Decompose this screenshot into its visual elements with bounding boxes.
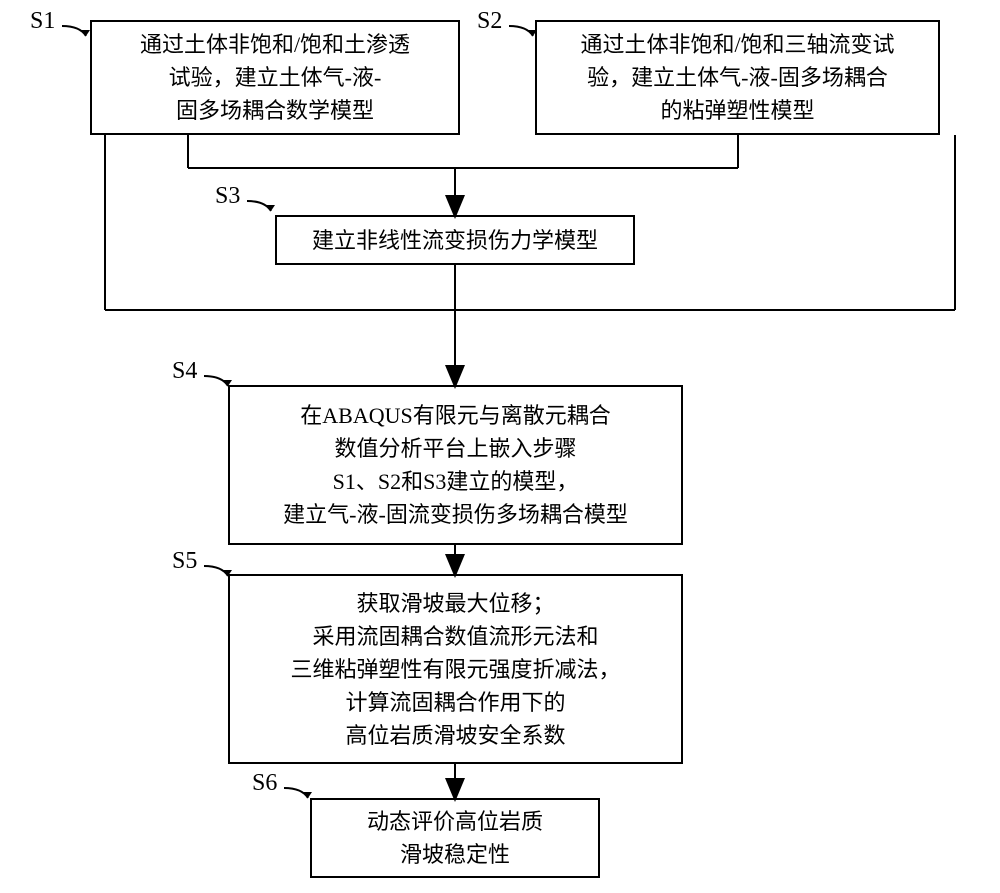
label-s3-text: S3 (215, 183, 240, 210)
node-s4-text: 在ABAQUS有限元与离散元耦合 数值分析平台上嵌入步骤 S1、S2和S3建立的… (283, 399, 628, 531)
node-s6-text: 动态评价高位岩质 滑坡稳定性 (367, 805, 543, 871)
flow-node-s5: 获取滑坡最大位移； 采用流固耦合数值流形元法和 三维粘弹塑性有限元强度折减法， … (228, 574, 683, 764)
flow-node-s1: 通过土体非饱和/饱和土渗透 试验，建立土体气-液- 固多场耦合数学模型 (90, 20, 460, 135)
node-s2-text: 通过土体非饱和/饱和三轴流变试 验，建立土体气-液-固多场耦合 的粘弹塑性模型 (580, 28, 894, 127)
flow-node-s6: 动态评价高位岩质 滑坡稳定性 (310, 798, 600, 878)
label-s6-text: S6 (252, 770, 277, 797)
label-s4-text: S4 (172, 358, 197, 385)
label-s1: S1 (30, 8, 55, 35)
flow-node-s4: 在ABAQUS有限元与离散元耦合 数值分析平台上嵌入步骤 S1、S2和S3建立的… (228, 385, 683, 545)
label-s4: S4 (172, 358, 197, 385)
label-s2: S2 (477, 8, 502, 35)
label-s1-text: S1 (30, 8, 55, 35)
node-s3-text: 建立非线性流变损伤力学模型 (312, 224, 598, 257)
label-s3: S3 (215, 183, 240, 210)
label-s5: S5 (172, 548, 197, 575)
label-s5-text: S5 (172, 548, 197, 575)
label-s6: S6 (252, 770, 277, 797)
node-s1-text: 通过土体非饱和/饱和土渗透 试验，建立土体气-液- 固多场耦合数学模型 (140, 28, 410, 127)
flow-node-s2: 通过土体非饱和/饱和三轴流变试 验，建立土体气-液-固多场耦合 的粘弹塑性模型 (535, 20, 940, 135)
label-s2-text: S2 (477, 8, 502, 35)
node-s5-text: 获取滑坡最大位移； 采用流固耦合数值流形元法和 三维粘弹塑性有限元强度折减法， … (290, 587, 620, 752)
flow-node-s3: 建立非线性流变损伤力学模型 (275, 215, 635, 265)
